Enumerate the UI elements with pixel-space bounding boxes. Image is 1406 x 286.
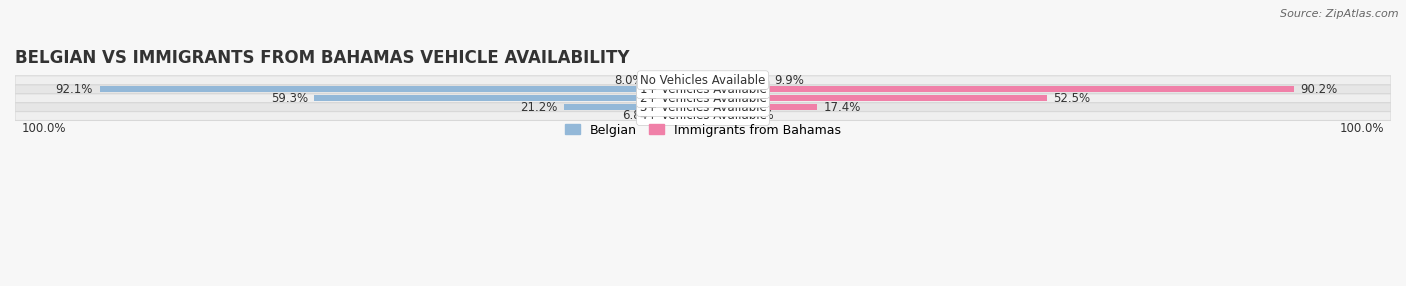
Bar [703, 95, 1047, 101]
Bar [658, 113, 703, 119]
Text: 6.8%: 6.8% [621, 110, 652, 122]
Legend: Belgian, Immigrants from Bahamas: Belgian, Immigrants from Bahamas [560, 119, 846, 142]
Bar [703, 86, 1294, 92]
FancyBboxPatch shape [15, 112, 1391, 120]
Text: 1+ Vehicles Available: 1+ Vehicles Available [640, 83, 766, 96]
Text: 90.2%: 90.2% [1301, 83, 1339, 96]
Text: 59.3%: 59.3% [271, 92, 308, 105]
FancyBboxPatch shape [15, 94, 1391, 103]
Text: 17.4%: 17.4% [824, 101, 860, 114]
Bar [703, 113, 738, 119]
Bar [564, 104, 703, 110]
Bar [703, 78, 768, 83]
Text: BELGIAN VS IMMIGRANTS FROM BAHAMAS VEHICLE AVAILABILITY: BELGIAN VS IMMIGRANTS FROM BAHAMAS VEHIC… [15, 49, 630, 67]
Text: 92.1%: 92.1% [56, 83, 93, 96]
Bar [651, 78, 703, 83]
FancyBboxPatch shape [15, 85, 1391, 94]
Text: 21.2%: 21.2% [520, 101, 558, 114]
Text: Source: ZipAtlas.com: Source: ZipAtlas.com [1281, 9, 1399, 19]
Bar [315, 95, 703, 101]
FancyBboxPatch shape [15, 76, 1391, 85]
Text: 100.0%: 100.0% [21, 122, 66, 135]
Text: 4+ Vehicles Available: 4+ Vehicles Available [640, 110, 766, 122]
Text: 5.3%: 5.3% [744, 110, 773, 122]
Text: 52.5%: 52.5% [1053, 92, 1091, 105]
Text: 3+ Vehicles Available: 3+ Vehicles Available [640, 101, 766, 114]
Text: No Vehicles Available: No Vehicles Available [640, 74, 766, 87]
Bar [100, 86, 703, 92]
Bar [703, 104, 817, 110]
Text: 2+ Vehicles Available: 2+ Vehicles Available [640, 92, 766, 105]
Text: 100.0%: 100.0% [1340, 122, 1385, 135]
Text: 8.0%: 8.0% [614, 74, 644, 87]
FancyBboxPatch shape [15, 103, 1391, 112]
Text: 9.9%: 9.9% [775, 74, 804, 87]
